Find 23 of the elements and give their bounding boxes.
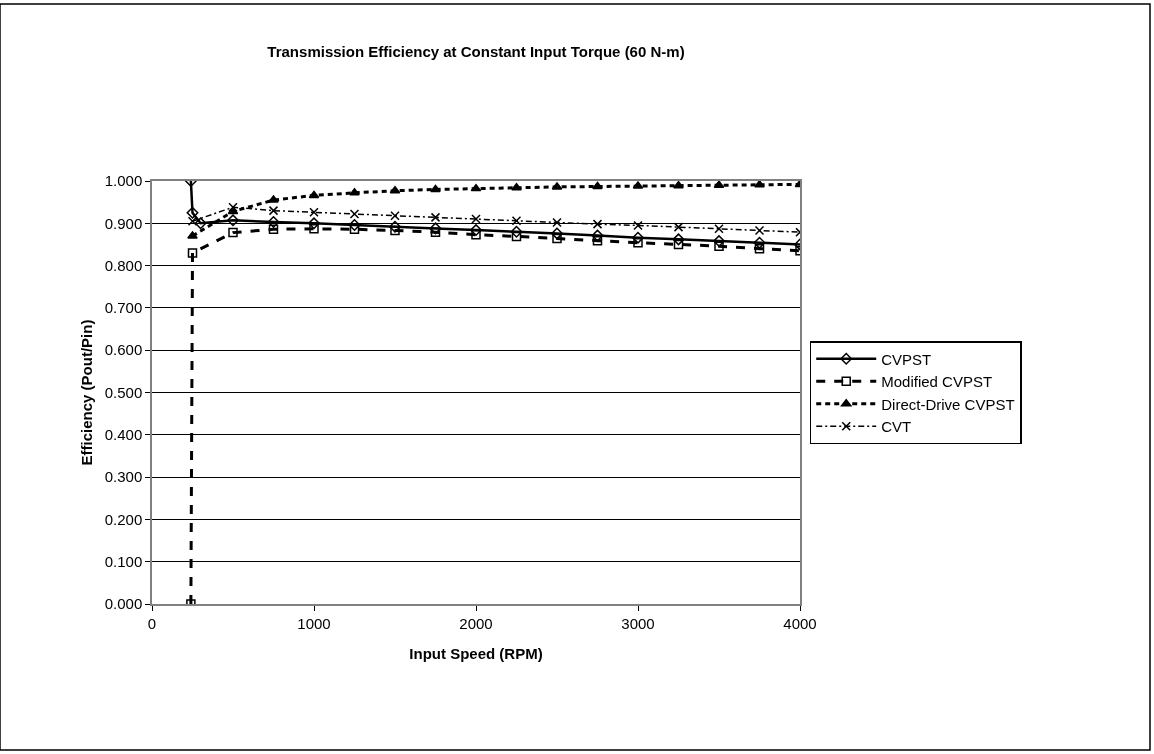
x-tick-label: 1000 [297, 614, 331, 632]
y-tick-label: 0.500 [104, 383, 143, 401]
y-tick-label: 0.900 [104, 214, 143, 232]
y-axis-title: Efficiency (Pout/Pin) [78, 319, 96, 466]
y-tick-label: 1.000 [104, 172, 143, 190]
y-tick-label: 0.400 [104, 426, 143, 444]
legend-label: Modified CVPST [881, 373, 993, 391]
x-tick-label: 0 [147, 614, 157, 632]
legend-label: CVPST [881, 350, 932, 368]
x-tick-label: 2000 [459, 614, 493, 632]
legend-label: CVT [881, 418, 912, 436]
legend-label: Direct-Drive CVPST [881, 395, 1015, 413]
chart-title: Transmission Efficiency at Constant Input Torque (60 N-m) [267, 43, 685, 61]
y-tick-label: 0.100 [104, 552, 143, 570]
y-tick-label: 0.300 [104, 468, 143, 486]
y-tick-label: 0.200 [104, 510, 143, 528]
y-tick-label: 0.600 [104, 341, 143, 359]
y-tick-label: 0.800 [104, 256, 143, 274]
x-axis-title: Input Speed (RPM) [409, 645, 543, 663]
y-tick-label: 0.000 [104, 595, 143, 613]
x-tick-label: 3000 [621, 614, 655, 632]
x-tick-label: 4000 [783, 614, 817, 632]
y-tick-label: 0.700 [104, 299, 143, 317]
